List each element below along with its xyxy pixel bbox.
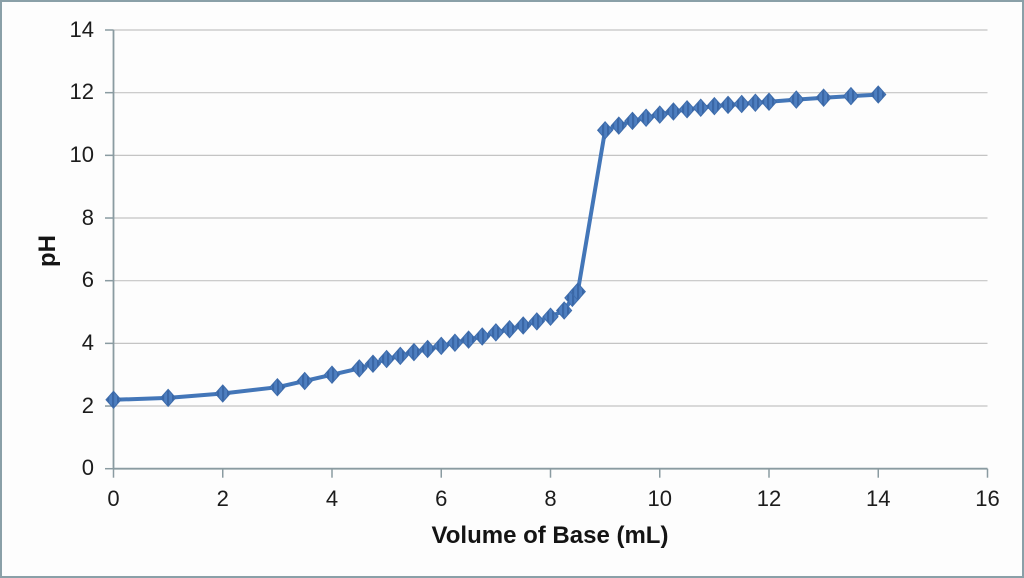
data-point-marker (624, 111, 641, 131)
data-point-marker (433, 336, 450, 356)
y-tick-label: 14 (69, 16, 94, 42)
data-point-marker (474, 327, 491, 346)
y-tick-label: 0 (81, 455, 94, 481)
y-tick-label: 12 (69, 79, 94, 105)
x-tick-label: 16 (975, 486, 1000, 511)
x-tick-label: 10 (647, 486, 672, 511)
y-tick-label: 4 (81, 329, 94, 355)
x-tick-label: 12 (756, 486, 782, 511)
data-point-marker (637, 108, 655, 127)
x-tick-label: 8 (544, 486, 557, 511)
x-tick-label: 4 (325, 486, 339, 511)
data-point-marker (296, 371, 313, 391)
data-point-marker (159, 388, 177, 408)
y-axis-title: pH (34, 235, 61, 267)
data-point-marker (870, 85, 887, 104)
data-point-marker (665, 102, 682, 121)
data-point-marker (269, 377, 286, 397)
data-point-marker (214, 384, 231, 403)
x-tick-label: 0 (107, 486, 120, 511)
data-point-marker (610, 116, 627, 135)
x-tick-label: 14 (866, 486, 891, 511)
data-point-marker (323, 365, 341, 384)
data-point-marker (788, 90, 805, 109)
data-point-marker (351, 359, 368, 378)
data-point-marker (378, 349, 395, 369)
data-point-marker (405, 342, 423, 362)
data-point-marker (542, 307, 559, 326)
y-tick-label: 6 (81, 267, 94, 293)
data-point-marker (460, 330, 477, 349)
data-point-marker (651, 105, 668, 124)
y-tick-label: 8 (81, 204, 94, 230)
data-point-marker (392, 346, 409, 366)
data-point-marker (678, 100, 696, 119)
data-point-marker (515, 316, 532, 335)
data-point-marker (760, 92, 778, 112)
data-point-marker (692, 98, 709, 117)
data-point-marker (528, 312, 546, 331)
series-line (111, 92, 881, 402)
data-point-marker (596, 121, 614, 140)
data-point-marker (419, 339, 436, 359)
x-axis-title: Volume of Base (mL) (431, 522, 669, 549)
x-tick-label: 2 (216, 486, 229, 511)
data-point-marker (487, 323, 505, 342)
data-point-marker (747, 93, 764, 112)
data-point-marker (555, 301, 573, 320)
data-point-marker (706, 96, 723, 116)
data-point-marker (842, 86, 860, 106)
data-point-marker (105, 390, 122, 410)
data-point-marker (446, 333, 464, 352)
y-tick-label: 2 (81, 392, 94, 418)
data-point-marker (501, 320, 518, 339)
data-point-marker (569, 282, 586, 301)
x-tick-label: 6 (435, 486, 448, 511)
data-point-marker (815, 88, 832, 107)
y-tick-label: 10 (69, 141, 94, 167)
data-point-marker (719, 95, 737, 115)
data-point-marker (733, 94, 750, 114)
data-point-marker (364, 354, 382, 373)
